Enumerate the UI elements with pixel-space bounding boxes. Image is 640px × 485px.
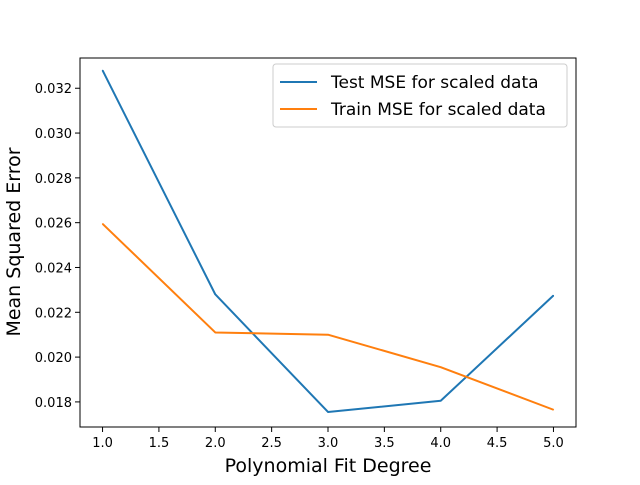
y-axis-title: Mean Squared Error	[3, 147, 25, 336]
data-point-test-mse	[440, 400, 442, 402]
legend-label-train-mse: Train MSE for scaled data	[330, 100, 546, 120]
y-tick-label: 0.018	[35, 396, 72, 411]
x-tick-label: 5.0	[543, 436, 564, 451]
x-tick-label: 2.5	[261, 436, 282, 451]
x-tick-label: 4.5	[487, 436, 508, 451]
legend-box	[272, 63, 568, 128]
data-point-test-mse	[101, 69, 104, 71]
y-tick-label: 0.022	[35, 306, 72, 321]
data-point-train-mse	[101, 223, 104, 225]
y-axis: 0.018 0.020 0.022 0.024 0.026 0.028 0.030 0.032	[35, 82, 80, 411]
y-tick-label: 0.026	[35, 217, 72, 232]
x-axis: 1.0 1.5 2.0 2.5 3.0 3.5 4.0 4.5 5.0	[92, 427, 564, 451]
data-point-test-mse	[214, 293, 216, 295]
y-tick-label: 0.024	[35, 261, 72, 276]
data-point-test-mse	[552, 294, 555, 297]
x-tick-label: 1.5	[149, 436, 170, 451]
data-point-train-mse	[327, 334, 329, 336]
data-point-train-mse	[214, 331, 216, 334]
y-tick-label: 0.020	[35, 351, 72, 366]
y-tick-label: 0.032	[35, 82, 72, 97]
data-point-test-mse	[327, 411, 329, 413]
legend-label-test-mse: Test MSE for scaled data	[330, 73, 539, 93]
series-layer	[101, 69, 555, 413]
x-axis-title: Polynomial Fit Degree	[225, 455, 432, 477]
legend: Test MSE for scaled data Train MSE for s…	[272, 63, 568, 128]
x-tick-label: 2.0	[205, 436, 226, 451]
data-point-train-mse	[552, 409, 555, 411]
y-tick-label: 0.028	[35, 172, 72, 187]
x-tick-label: 3.5	[374, 436, 395, 451]
x-tick-label: 4.0	[430, 436, 451, 451]
y-tick-label: 0.030	[35, 127, 72, 142]
x-tick-label: 3.0	[318, 436, 339, 451]
series-line-train-mse	[101, 223, 554, 411]
x-tick-label: 1.0	[92, 436, 113, 451]
data-point-train-mse	[440, 366, 442, 368]
